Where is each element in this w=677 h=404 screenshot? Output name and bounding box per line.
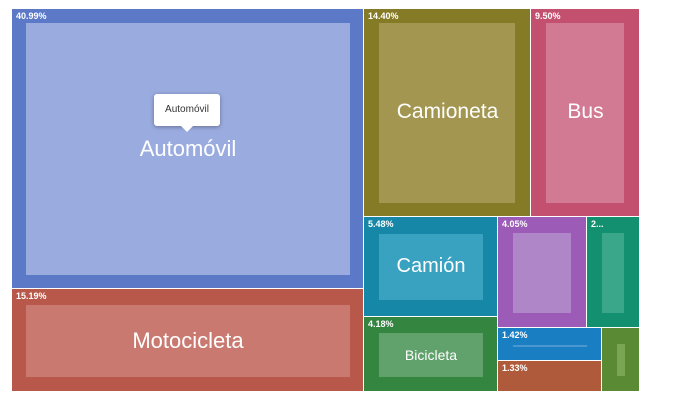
treemap-tile[interactable]: 1.33% — [498, 361, 602, 392]
treemap-tile-inner — [26, 305, 350, 377]
tile-percent-label: 9.50% — [535, 11, 561, 21]
tile-name-label: Camión — [396, 255, 466, 277]
tile-percent-label: 14.40% — [368, 11, 399, 21]
treemap-tile[interactable]: 15.19% Motocicleta — [12, 289, 364, 392]
treemap-tile-inner — [513, 345, 587, 347]
tile-percent-label: 4.18% — [368, 319, 394, 329]
treemap-tile[interactable]: 14.40% Camioneta — [364, 9, 531, 217]
treemap-tile-inner — [26, 23, 350, 275]
treemap-tile-inner — [379, 333, 483, 377]
treemap-tile[interactable]: 4.18% Bicicleta — [364, 317, 498, 392]
treemap-tile-inner — [379, 234, 483, 300]
tile-percent-label: 15.19% — [16, 291, 47, 301]
tile-name-label: Bicicleta — [404, 346, 458, 363]
tile-percent-label: 40.99% — [16, 11, 47, 21]
treemap-tile[interactable]: 4.05% — [498, 217, 587, 328]
treemap-tile-inner — [617, 344, 625, 376]
treemap-tile-inner — [379, 23, 515, 203]
tile-percent-label: 4.05% — [502, 219, 528, 229]
treemap-tile-inner — [513, 233, 571, 313]
treemap-tile-inner — [546, 23, 624, 203]
tile-name-label: Motocicleta — [132, 327, 244, 353]
treemap-tile[interactable]: 40.99% Automóvil — [12, 9, 364, 289]
treemap-tile[interactable]: 2... — [587, 217, 640, 328]
treemap-tile[interactable]: 1.42% — [498, 328, 602, 361]
tile-percent-label: 1.33% — [502, 363, 528, 373]
tooltip: Automóvil — [154, 94, 220, 132]
tile-name-label: Camioneta — [396, 100, 499, 124]
tile-name-label: Automóvil — [139, 135, 237, 161]
tile-percent-label: 2... — [591, 219, 604, 229]
treemap-tile[interactable]: 5.48% Camión — [364, 217, 498, 317]
treemap-tile[interactable]: 9.50% Bus — [531, 9, 640, 217]
treemap-tile[interactable] — [602, 328, 640, 392]
tile-percent-label: 1.42% — [502, 330, 528, 340]
treemap-tile-inner — [602, 233, 624, 313]
tile-name-label: Bus — [567, 100, 604, 124]
tile-percent-label: 5.48% — [368, 219, 394, 229]
